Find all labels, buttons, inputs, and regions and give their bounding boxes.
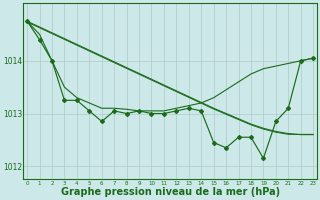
X-axis label: Graphe pression niveau de la mer (hPa): Graphe pression niveau de la mer (hPa) xyxy=(60,187,280,197)
